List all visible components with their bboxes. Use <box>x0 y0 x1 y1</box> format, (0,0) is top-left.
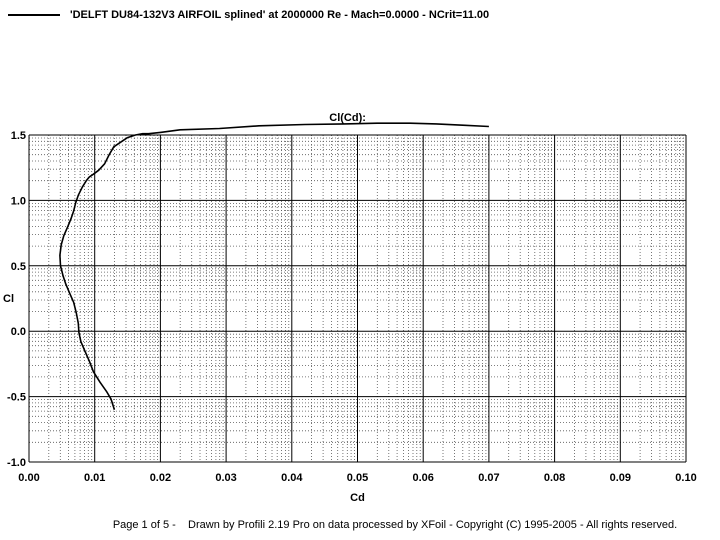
footer: Page 1 of 5 - Drawn by Profili 2.19 Pro … <box>0 519 720 531</box>
x-tick-label: 0.10 <box>675 472 696 484</box>
polar-chart: 0.00 0.01 0.02 0.03 0.04 0.05 0.06 0.07 0.08 0.09… <box>3 112 697 504</box>
x-tick-label: 0.03 <box>215 472 236 484</box>
text-layer: 0.00 0.01 0.02 0.03 0.04 0.05 0.06 0.07 0.08 0.09… <box>3 112 697 504</box>
curve-label: Cl(Cd): <box>329 112 366 124</box>
y-tick-label: 0.0 <box>11 326 26 338</box>
footer-page: Page 1 of 5 - <box>112 519 176 531</box>
x-tick-label: 0.06 <box>412 472 433 484</box>
x-tick-label: 0.09 <box>610 472 631 484</box>
x-tick-label: 0.08 <box>544 472 565 484</box>
legend-line-swatch <box>8 14 60 16</box>
y-axis-label: Cl <box>3 293 14 305</box>
x-tick-label: 0.07 <box>478 472 499 484</box>
legend: 'DELFT DU84-132V3 AIRFOIL splined' at 20… <box>8 6 489 24</box>
x-tick-label: 0.00 <box>18 472 39 484</box>
x-tick-label: 0.04 <box>281 472 303 484</box>
series-layer <box>59 122 489 410</box>
x-tick-label: 0.01 <box>84 472 105 484</box>
y-tick-label: 0.5 <box>11 261 26 273</box>
y-tick-label: 1.0 <box>11 195 26 207</box>
axes-layer <box>28 134 687 463</box>
y-tick-label: -0.5 <box>7 392 26 404</box>
y-tick-label: 1.5 <box>11 130 26 142</box>
x-axis-label: Cd <box>350 492 365 504</box>
x-tick-label: 0.02 <box>150 472 171 484</box>
series-line <box>59 122 489 410</box>
footer-credit: Drawn by Profili 2.19 Pro on data proces… <box>188 519 678 531</box>
y-tick-label: -1.0 <box>7 457 26 469</box>
legend-series-label: 'DELFT DU84-132V3 AIRFOIL splined' at 20… <box>70 9 490 21</box>
x-tick-label: 0.05 <box>347 472 368 484</box>
grid-layer <box>29 135 686 462</box>
